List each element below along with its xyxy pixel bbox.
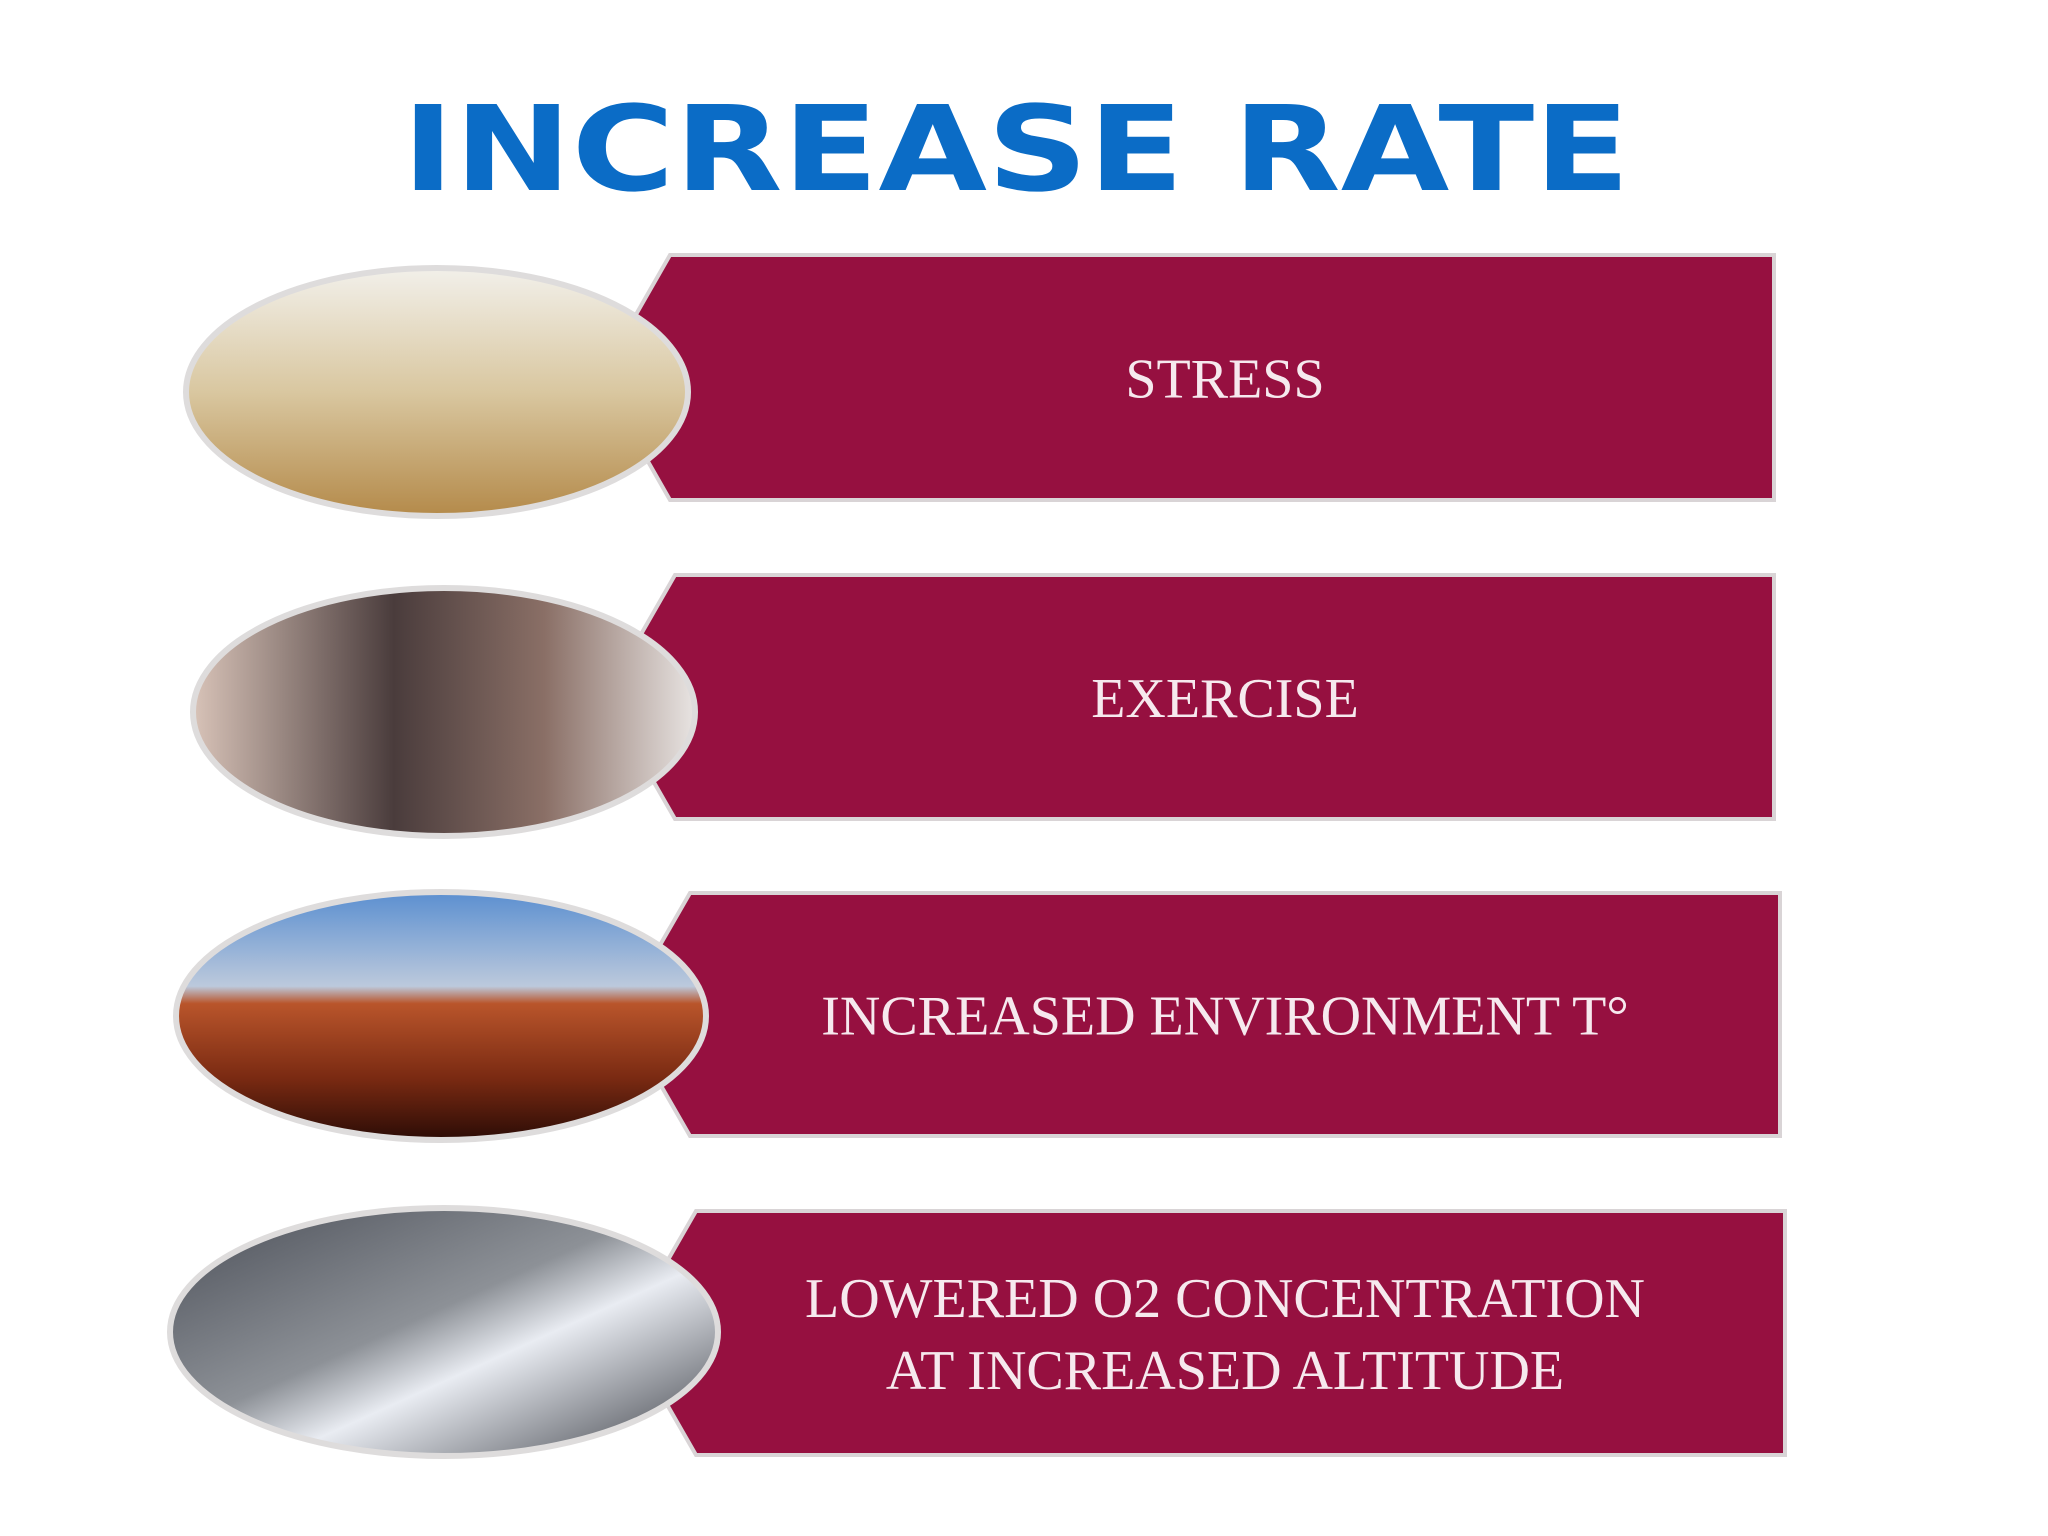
picture <box>173 889 709 1143</box>
picture <box>183 265 691 519</box>
banner-label: INCREASED ENVIRONMENT T° <box>821 986 1628 1048</box>
banner-label: AT INCREASED ALTITUDE <box>886 1340 1564 1402</box>
banner <box>623 1209 1787 1457</box>
picture <box>190 585 698 839</box>
banner-label: STRESS <box>1125 349 1324 411</box>
banner-label: EXERCISE <box>1091 668 1359 730</box>
picture <box>167 1205 721 1459</box>
banner-label: LOWERED O2 CONCENTRATION <box>805 1268 1645 1330</box>
slide-title: INCREASE RATE <box>402 80 1630 218</box>
